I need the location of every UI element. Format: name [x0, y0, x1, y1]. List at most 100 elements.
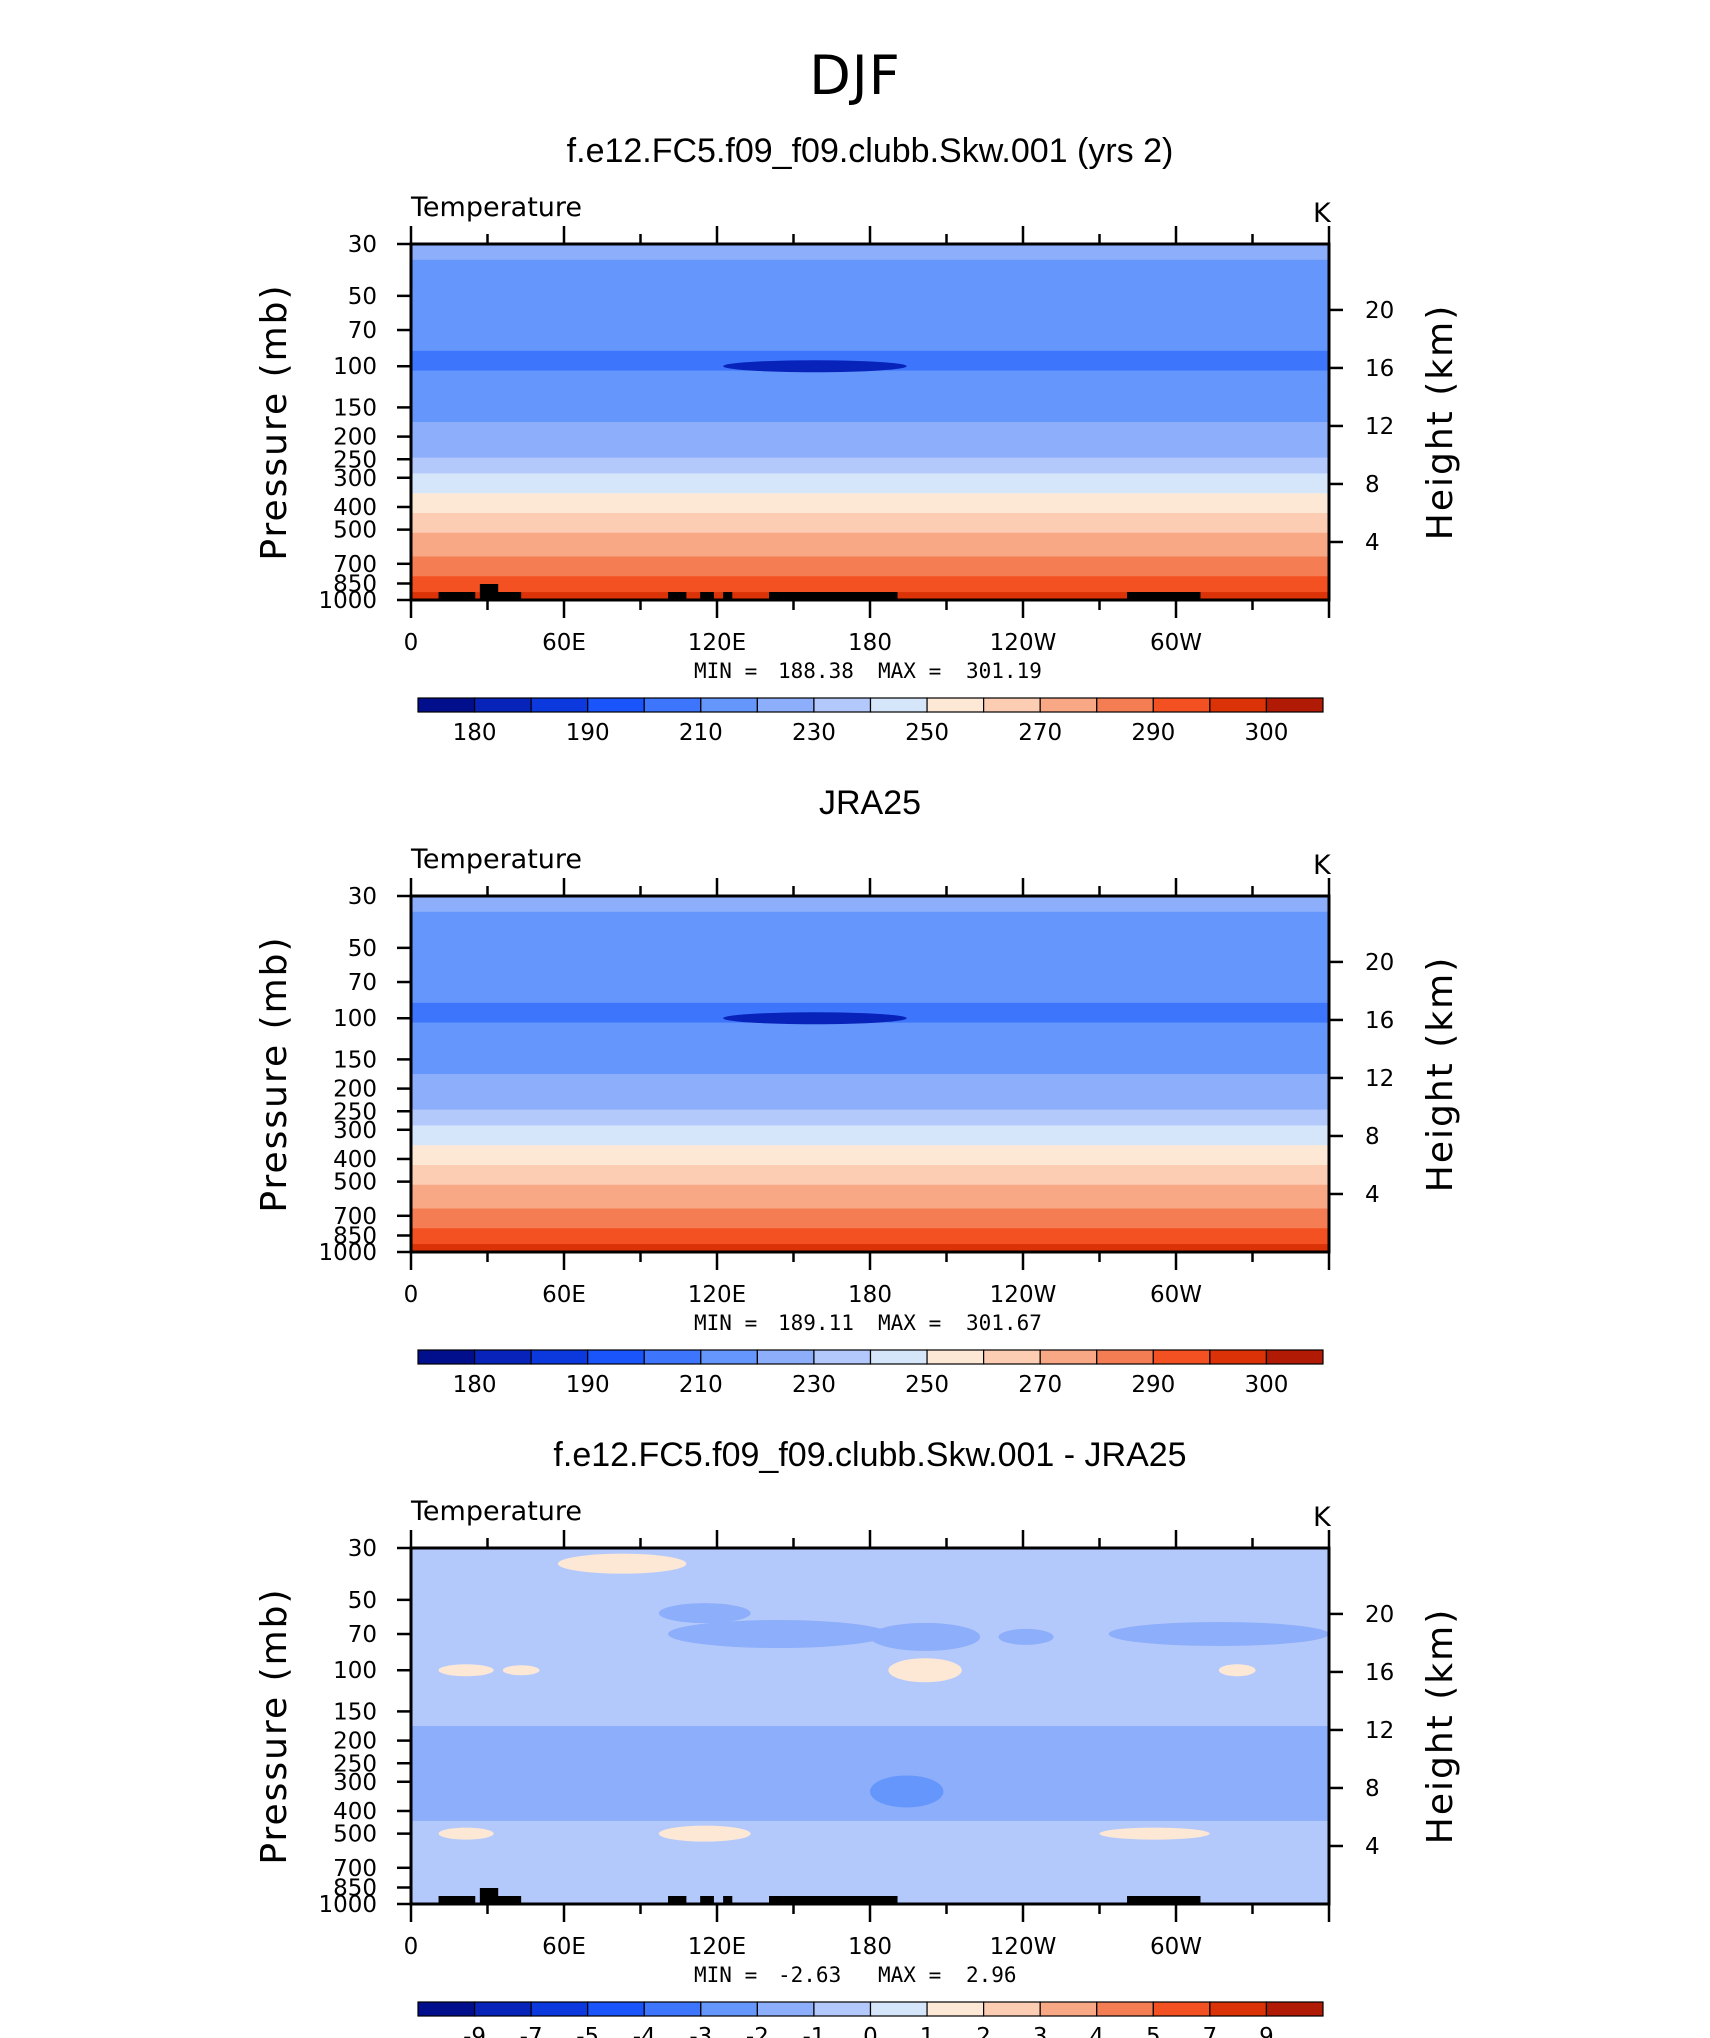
- height-tick-label: 20: [1365, 1602, 1394, 1628]
- max-label: MAX =: [878, 659, 941, 683]
- contour-band: [411, 279, 1329, 285]
- colorbar-label: 250: [905, 720, 949, 746]
- y-tick-label: 50: [348, 284, 377, 310]
- contour-band: [411, 1054, 1329, 1059]
- contour-band: [411, 1753, 1329, 1759]
- colorbar-label: -9: [463, 2024, 486, 2038]
- colorbar-box: [587, 697, 645, 713]
- contour-band: [411, 1745, 1329, 1751]
- colorbar-label: 7: [1203, 2024, 1218, 2038]
- contour-band: [411, 251, 1329, 257]
- contour-band: [411, 1813, 1329, 1818]
- y-tick-label: 50: [348, 1588, 377, 1614]
- colorbar-label: -5: [576, 2024, 599, 2038]
- contour-band: [411, 903, 1329, 909]
- contour-band: [411, 1642, 1329, 1648]
- contour-band: [411, 1563, 1329, 1569]
- y-tick-label: 50: [348, 936, 377, 962]
- min-label: MIN =: [694, 1963, 757, 1987]
- contour-feature: [888, 1658, 962, 1683]
- contour-band: [411, 943, 1329, 949]
- x-tick-label: 60W: [1150, 1934, 1202, 1960]
- contour-band: [411, 390, 1329, 395]
- contour-band: [411, 311, 1329, 316]
- contour-band: [411, 1749, 1329, 1755]
- max-value: 2.96: [966, 1963, 1017, 1987]
- contour-band: [411, 935, 1329, 941]
- contour-band: [411, 259, 1329, 265]
- contour-field: [411, 244, 1329, 601]
- contour-band: [411, 1026, 1329, 1032]
- contour-band: [411, 1860, 1329, 1866]
- contour-band: [411, 1066, 1329, 1071]
- contour-band: [411, 1070, 1329, 1075]
- contour-field: [411, 896, 1329, 1253]
- contour-band: [411, 1789, 1329, 1794]
- colorbar-label: 300: [1244, 1372, 1288, 1398]
- colorbar-label: 270: [1018, 720, 1062, 746]
- colorbar-label: -4: [633, 2024, 656, 2038]
- figure-title: DJF: [809, 44, 901, 107]
- colorbar-label: 210: [679, 720, 723, 746]
- topography-block: [700, 1896, 714, 1904]
- colorbar-box: [1265, 1349, 1324, 1365]
- colorbar-box: [813, 1349, 872, 1365]
- y-tick-label: 850: [333, 572, 377, 598]
- topography-peak: [479, 1888, 499, 1904]
- contour-band: [411, 1868, 1329, 1873]
- contour-band: [411, 552, 1329, 558]
- contour-band: [411, 1010, 1329, 1016]
- y-tick-label: 500: [333, 1170, 377, 1196]
- colorbar-box: [473, 697, 532, 713]
- contour-band: [411, 1773, 1329, 1779]
- panel-title: JRA25: [819, 784, 921, 822]
- y-tick-label: 200: [333, 1729, 377, 1755]
- contour-band: [411, 564, 1329, 569]
- contour-band: [411, 271, 1329, 277]
- contour-band: [411, 971, 1329, 976]
- contour-band: [411, 1129, 1329, 1134]
- x-tick-label: 60W: [1150, 630, 1202, 656]
- contour-band: [411, 469, 1329, 475]
- height-tick-label: 4: [1365, 1182, 1380, 1208]
- contour-band: [411, 1623, 1329, 1628]
- x-tick-label: 60E: [542, 1934, 586, 1960]
- contour-band: [411, 963, 1329, 968]
- y-tick-label: 100: [333, 1658, 377, 1684]
- contour-band: [411, 1077, 1329, 1083]
- units-label: K: [1313, 850, 1332, 881]
- x-tick-label: 0: [404, 630, 419, 656]
- contour-band: [411, 497, 1329, 502]
- x-tick-label: 180: [848, 1282, 892, 1308]
- contour-band: [411, 540, 1329, 546]
- y-tick-label: 850: [333, 1224, 377, 1250]
- colorbar-label: 210: [679, 1372, 723, 1398]
- contour-band: [411, 1153, 1329, 1158]
- contour-band: [411, 1793, 1329, 1798]
- colorbar-box: [1096, 697, 1154, 713]
- y-tick-label: 70: [348, 1622, 377, 1648]
- colorbar-label: 230: [792, 1372, 836, 1398]
- contour-feature: [658, 1825, 751, 1842]
- contour-band: [411, 1777, 1329, 1782]
- contour-feature: [998, 1628, 1054, 1645]
- topography: [438, 584, 1201, 600]
- contour-band: [411, 1248, 1329, 1253]
- y-tick-label: 300: [333, 1118, 377, 1144]
- min-value: -2.63: [778, 1963, 841, 1987]
- contour-band: [411, 1236, 1329, 1241]
- contour-band: [411, 1662, 1329, 1668]
- contour-band: [411, 955, 1329, 960]
- x-tick-label: 120E: [688, 630, 746, 656]
- contour-band: [411, 429, 1329, 435]
- y-tick-label: 150: [333, 1047, 377, 1073]
- contour-band: [411, 1595, 1329, 1601]
- colorbar-box: [869, 2001, 928, 2017]
- contour-band: [411, 1761, 1329, 1767]
- colorbar-box: [756, 697, 815, 713]
- contour-band: [411, 1141, 1329, 1146]
- contour-band: [411, 580, 1329, 585]
- contour-band: [411, 576, 1329, 581]
- contour-band: [411, 1840, 1329, 1846]
- height-tick-label: 4: [1365, 530, 1380, 556]
